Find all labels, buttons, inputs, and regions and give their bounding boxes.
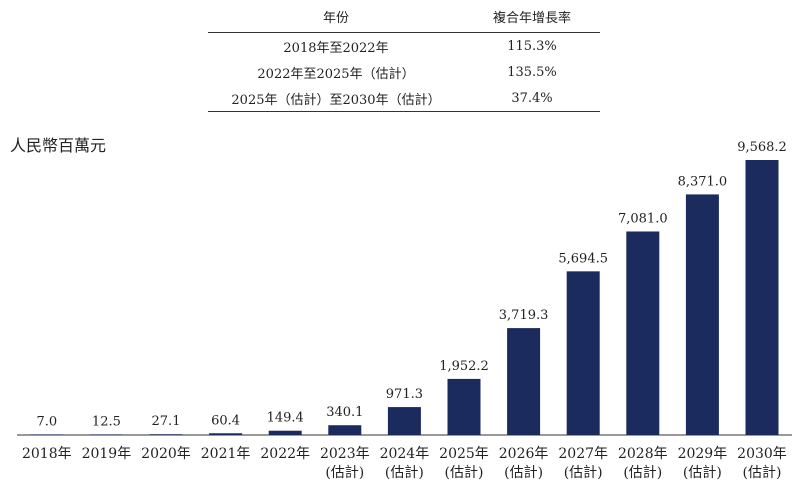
table-header-row: 年份 複合年增長率 [208,0,600,33]
row-cagr: 37.4% [464,85,600,112]
x-tick-estimate-label: (估計) [743,465,782,481]
cagr-table: 年份 複合年增長率 2018年至2022年 115.3% 2022年至2025年… [208,0,600,112]
row-cagr: 135.5% [507,64,557,80]
value-label: 971.3 [386,387,423,402]
bar-2030年 [745,160,779,435]
x-tick-estimate-label: (估計) [623,465,662,481]
value-label: 340.1 [326,405,363,420]
bar-2026年 [507,328,541,435]
y-axis-unit-label: 人民幣百萬元 [10,136,107,155]
value-label: 1,952.2 [439,359,489,374]
value-label: 149.4 [267,411,304,426]
bar-2024年 [387,407,421,435]
value-label: 7,081.0 [618,211,668,226]
x-tick-label: 2029年 [678,446,728,462]
bar-2023年 [328,425,362,435]
x-tick-label: 2025年 [439,446,489,462]
bar-2025年 [447,378,481,435]
x-tick-label: 2023年 [320,446,370,462]
table-row: 2025年（估計）至2030年（估計） 37.4% [208,85,600,112]
row-period: 2025年（估計）至2030年（估計） [208,85,464,112]
value-label: 5,694.5 [558,251,608,266]
x-tick-estimate-label: (估計) [445,465,484,481]
x-tick-label: 2021年 [201,446,251,462]
x-tick-estimate-label: (估計) [504,465,543,481]
x-tick-estimate-label: (估計) [683,465,722,481]
bar-2028年 [626,231,660,435]
value-label: 27.1 [152,414,181,429]
bar-2029年 [685,194,719,435]
value-label: 8,371.0 [678,174,728,189]
x-tick-estimate-label: (估計) [385,465,424,481]
x-tick-label: 2026年 [499,446,549,462]
table-row: 2018年至2022年 115.3% [208,33,600,60]
x-tick-label: 2030年 [737,446,787,462]
bar-2021年 [209,433,243,435]
value-label: 12.5 [92,414,121,429]
bar-2022年 [268,430,302,435]
x-tick-estimate-label: (估計) [564,465,603,481]
bar-2019年 [89,434,123,435]
row-period: 2022年至2025年（估計） [257,66,415,82]
x-tick-label: 2020年 [141,446,191,462]
x-tick-label: 2024年 [380,446,430,462]
table-row: 2022年至2025年（估計） 135.5% [208,59,600,85]
x-tick-label: 2019年 [82,446,132,462]
row-cagr: 115.3% [507,38,557,54]
bar-2020年 [149,434,183,435]
x-tick-label: 2028年 [618,446,668,462]
value-label: 3,719.3 [499,308,549,323]
value-label: 60.4 [211,413,240,428]
value-label: 7.0 [36,414,57,429]
header-cagr: 複合年增長率 [464,0,600,33]
row-period: 2018年至2022年 [283,40,389,56]
header-period: 年份 [208,0,464,33]
x-tick-label: 2027年 [558,446,608,462]
x-tick-estimate-label: (估計) [325,465,364,481]
x-tick-label: 2022年 [260,446,310,462]
bar-2018年 [30,434,64,435]
x-tick-label: 2018年 [22,446,72,462]
value-label: 9,568.2 [737,140,787,155]
bar-2027年 [566,271,600,435]
